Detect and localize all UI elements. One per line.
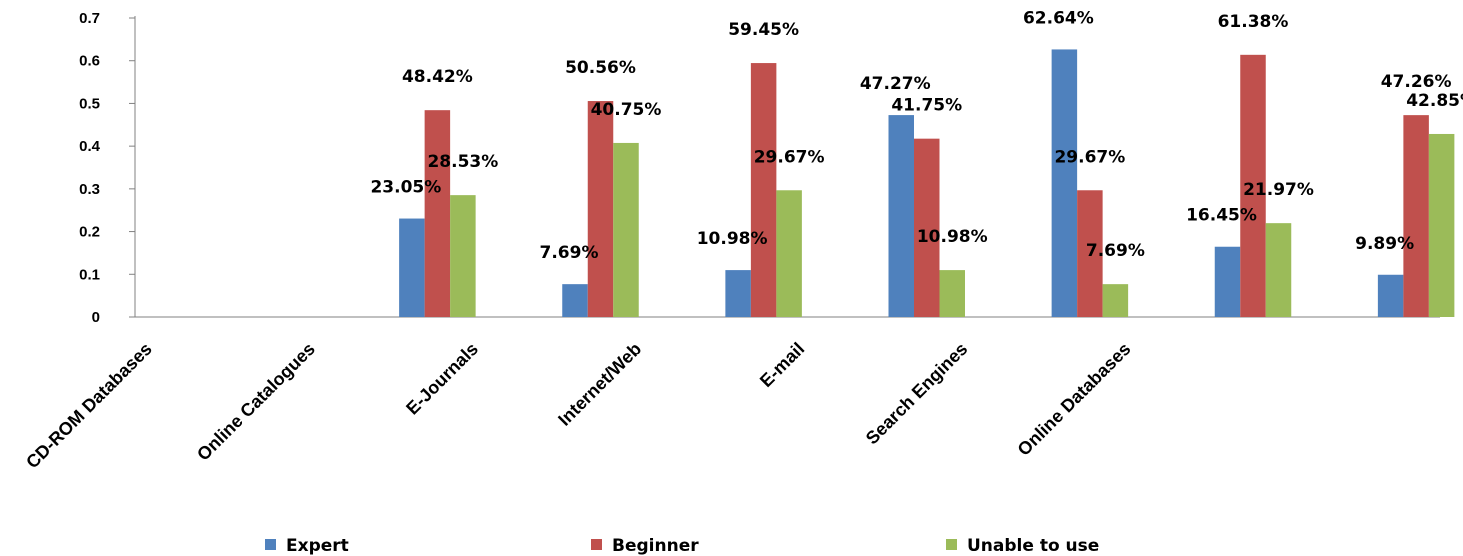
category-labels: CD-ROM Databases Online Catalogues E-Journ… [22,339,1134,473]
data-label: 29.67% [754,147,825,167]
bar-unable-to-use [1102,284,1129,317]
data-label: 10.98% [697,229,768,249]
bar-beginner [587,101,614,318]
bar-expert [562,284,588,317]
legend-label: Unable to use [967,536,1099,556]
bar-unable-to-use [939,270,965,317]
data-label: 16.45% [1186,206,1257,226]
legend-swatch [946,539,957,550]
legend-swatch [591,539,602,550]
data-label: 29.67% [1054,147,1125,167]
legend-swatch [265,539,276,550]
category-label: Online Catalogues [193,339,319,465]
y-tick-label: 0.4 [79,138,101,155]
data-label: 42.85% [1406,91,1463,111]
bar-unable-to-use [1428,133,1455,317]
bar-expert [1214,246,1241,317]
data-label: 50.56% [565,58,636,78]
y-tick-label: 0.1 [79,266,100,283]
y-axis-ticks: 0 0.1 0.2 0.3 0.4 0.5 0.6 0.7 [79,10,135,326]
bar-expert [888,115,914,317]
bar-expert [1377,274,1404,317]
data-label: 59.45% [728,20,799,40]
bar-beginner [1240,54,1266,318]
category-label: Search Engines [862,339,972,449]
category-label: E-mail [756,339,808,391]
bar-expert [725,270,751,317]
bar-unable-to-use [613,142,639,317]
data-label: 40.75% [591,100,662,120]
bar-unable-to-use [776,190,802,317]
legend: Expert Beginner Unable to use [265,536,1099,556]
y-tick-label: 0.6 [79,53,100,70]
data-label: 41.75% [891,96,962,116]
data-labels: 23.05% 7.69% 10.98% 47.27% 62.64% 16.45% 9.89%… [370,8,1463,263]
bar-unable-to-use [450,195,476,317]
category-label: Online Databases [1014,339,1135,460]
bars [399,49,1455,318]
bar-beginner [1077,190,1103,317]
bar-unable-to-use [1265,223,1292,317]
data-label: 9.89% [1355,234,1414,254]
y-tick-label: 0.7 [79,10,100,27]
y-tick-label: 0.3 [79,181,100,198]
bar-expert [1051,49,1078,317]
data-label: 23.05% [370,178,441,198]
category-label: E-Journals [402,339,482,419]
data-label: 61.38% [1218,12,1289,32]
data-label: 28.53% [427,152,498,172]
legend-label: Beginner [612,536,699,556]
y-tick-label: 0.2 [79,224,100,241]
data-label: 10.98% [917,227,988,247]
data-label: 7.69% [540,243,599,263]
data-label: 48.42% [402,67,473,87]
category-label: Internet/Web [554,339,645,430]
data-label: 47.27% [860,74,931,94]
y-tick-label: 0.5 [79,95,100,112]
bar-beginner [914,138,940,317]
y-tick-label: 0 [92,309,100,326]
data-label: 7.69% [1086,241,1145,261]
data-label: 47.26% [1381,72,1452,92]
data-label: 62.64% [1023,8,1094,28]
category-label: CD-ROM Databases [22,339,156,473]
bar-expert [399,218,425,317]
bar-beginner [424,110,451,317]
bar-beginner [750,63,777,318]
legend-label: Expert [286,536,349,556]
data-label: 21.97% [1243,180,1314,200]
bar-beginner [1403,115,1429,317]
